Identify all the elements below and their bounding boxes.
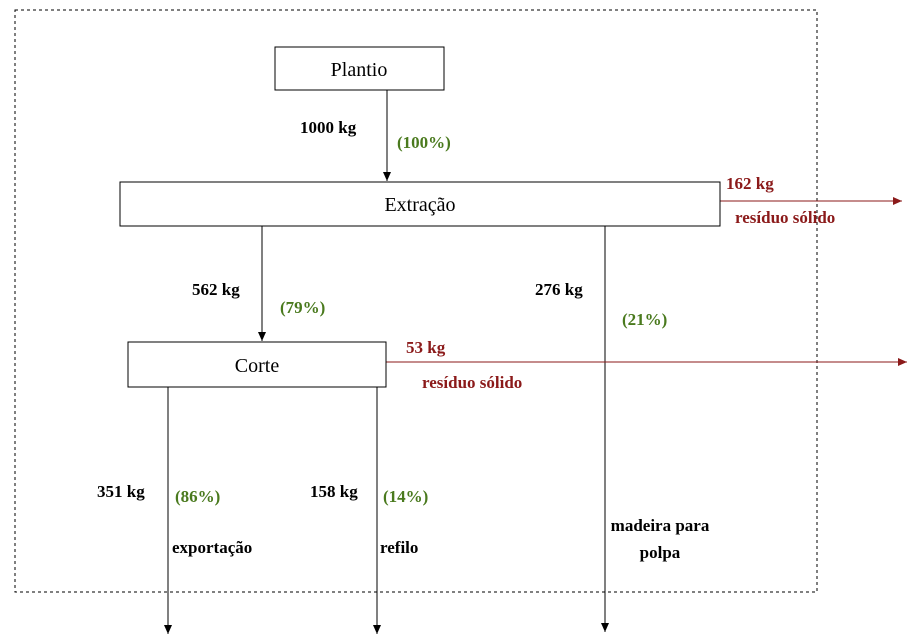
amount: 276 kg [535, 280, 583, 299]
destination: exportação [172, 538, 252, 557]
destination: madeira para polpa [610, 516, 710, 562]
percent: (14%) [383, 487, 428, 506]
amount: 562 kg [192, 280, 240, 299]
destination: resíduo sólido [422, 373, 522, 392]
destination-wrap: madeira para polpa [610, 516, 710, 562]
node-box [127, 341, 387, 388]
amount: 162 kg [726, 174, 774, 193]
destination: refilo [380, 538, 418, 557]
node-box [274, 46, 445, 91]
percent: (86%) [175, 487, 220, 506]
amount: 351 kg [97, 482, 145, 501]
boundary [14, 9, 818, 593]
percent: (21%) [622, 310, 667, 329]
amount: 1000 kg [300, 118, 357, 137]
percent: (79%) [280, 298, 325, 317]
node-label: Plantio [331, 59, 388, 81]
amount: 158 kg [310, 482, 358, 501]
percent: (100%) [397, 133, 451, 152]
node-label: Extração [384, 194, 455, 216]
node-box [119, 181, 721, 227]
amount: 53 kg [406, 338, 446, 357]
node-label: Corte [235, 355, 280, 377]
destination: resíduo sólido [735, 208, 835, 227]
